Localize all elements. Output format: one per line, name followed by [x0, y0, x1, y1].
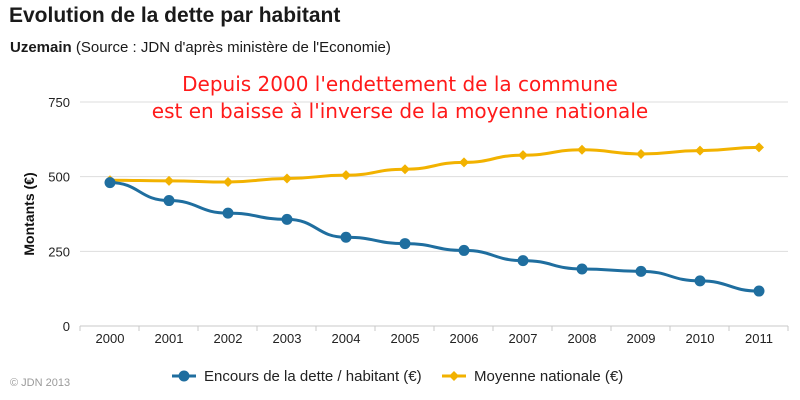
data-point-debt-2009 [635, 265, 647, 277]
x-tick-label-2001: 2001 [155, 331, 184, 346]
data-point-debt-2011 [753, 285, 765, 297]
data-point-national-2006 [459, 157, 469, 168]
x-tick-label-2009: 2009 [627, 331, 656, 346]
data-point-national-2009 [636, 148, 646, 159]
data-point-national-2011 [754, 142, 764, 153]
data-point-national-2008 [577, 144, 587, 155]
data-point-national-2010 [695, 145, 705, 156]
copyright-notice: © JDN 2013 [10, 377, 71, 389]
x-tick-label-2005: 2005 [391, 331, 420, 346]
y-tick-label-0: 0 [63, 319, 70, 334]
data-point-debt-2004 [340, 231, 352, 243]
data-point-debt-2000 [104, 177, 116, 189]
chart-subtitle: Uzemain (Source : JDN d'après ministère … [10, 39, 391, 56]
data-point-national-2003 [282, 173, 292, 184]
x-tick-label-2011: 2011 [745, 331, 773, 346]
x-tick-label-2007: 2007 [509, 331, 538, 346]
annotation-line-1: Depuis 2000 l'endettement de la commune [182, 72, 618, 96]
x-tick-label-2006: 2006 [450, 331, 479, 346]
data-point-national-2007 [518, 150, 528, 161]
y-axis-title: Montants (€) [21, 172, 37, 255]
data-point-national-2001 [164, 175, 174, 186]
data-point-debt-2008 [576, 263, 588, 275]
data-point-national-2002 [223, 177, 233, 188]
y-tick-label-250: 250 [48, 244, 70, 259]
data-point-national-2004 [341, 170, 351, 181]
x-tick-label-2010: 2010 [686, 331, 715, 346]
y-tick-label-500: 500 [48, 170, 70, 185]
chart-title: Evolution de la dette par habitant [9, 4, 341, 27]
series-line-debt [109, 181, 760, 293]
legend-label-national: Moyenne nationale (€) [474, 368, 623, 385]
data-point-debt-2002 [222, 207, 234, 219]
data-point-debt-2001 [163, 195, 175, 207]
subtitle-commune: Uzemain [10, 39, 72, 56]
legend-label-debt: Encours de la dette / habitant (€) [204, 368, 422, 385]
data-point-debt-2003 [281, 213, 293, 225]
x-tick-label-2000: 2000 [96, 331, 125, 346]
x-tick-label-2002: 2002 [214, 331, 243, 346]
data-point-debt-2006 [458, 244, 470, 256]
data-point-national-2005 [400, 164, 410, 175]
data-point-debt-2010 [694, 275, 706, 287]
annotation-line-2: est en baisse à l'inverse de la moyenne … [151, 99, 649, 123]
data-point-debt-2007 [517, 255, 529, 267]
subtitle-source: (Source : JDN d'après ministère de l'Eco… [71, 39, 391, 56]
y-tick-label-750: 750 [48, 95, 70, 110]
legend-marker-debt [178, 370, 190, 382]
x-tick-label-2004: 2004 [332, 331, 361, 346]
data-point-debt-2005 [399, 238, 411, 250]
legend-marker-national [449, 371, 459, 381]
x-tick-label-2008: 2008 [568, 331, 597, 346]
x-tick-label-2003: 2003 [273, 331, 302, 346]
